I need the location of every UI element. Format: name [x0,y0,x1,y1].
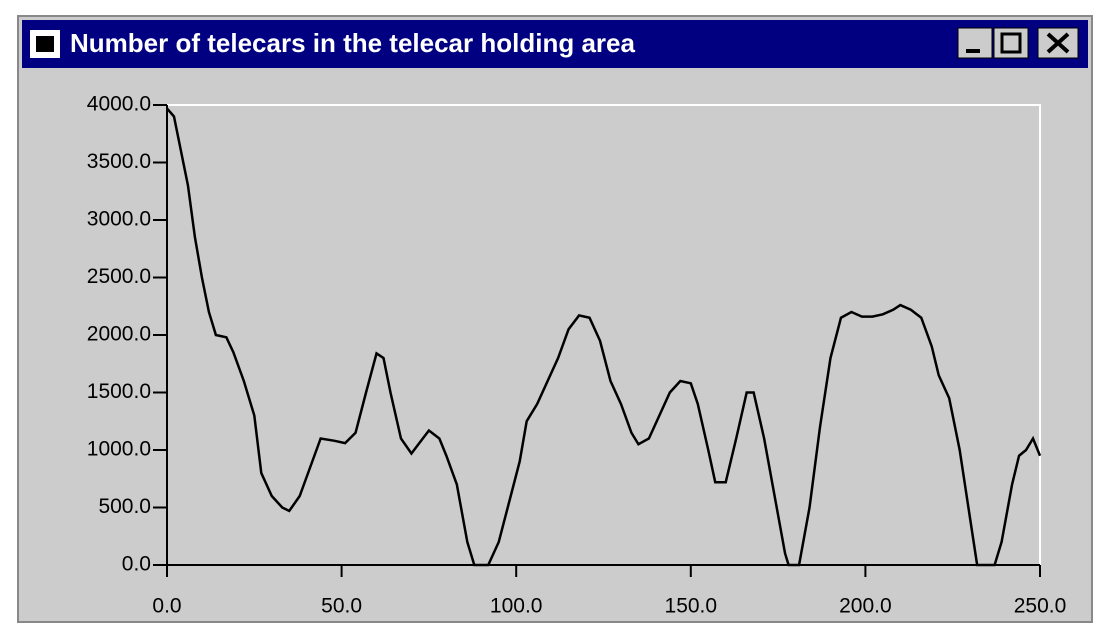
y-tick-label: 0.0 [122,553,151,576]
window-icon-glyph [36,36,54,52]
title-bar [22,20,1088,68]
y-tick-label: 2000.0 [87,323,151,346]
y-tick-label: 4000.0 [87,93,151,116]
y-tick-label: 1500.0 [87,380,151,403]
y-tick-label: 500.0 [98,495,151,518]
plot-border [167,104,1041,565]
x-tick-label: 250.0 [1014,595,1067,618]
window-frame [17,15,1093,623]
y-tick-label: 3500.0 [87,150,151,173]
x-tick-label: 200.0 [839,595,892,618]
y-tick-label: 3000.0 [87,208,151,231]
close-button[interactable] [1037,27,1079,59]
minimize-button[interactable] [957,27,993,59]
data-line [166,107,1042,567]
x-tick-label: 150.0 [665,595,718,618]
y-tick-label: 1000.0 [87,438,151,461]
maximize-button[interactable] [993,27,1029,59]
x-tick-label: 0.0 [152,595,181,618]
window-title: Number of telecars in the telecar holdin… [70,28,635,58]
x-tick-label: 100.0 [490,595,543,618]
x-tick-label: 50.0 [321,595,362,618]
y-tick-label: 2500.0 [87,265,151,288]
